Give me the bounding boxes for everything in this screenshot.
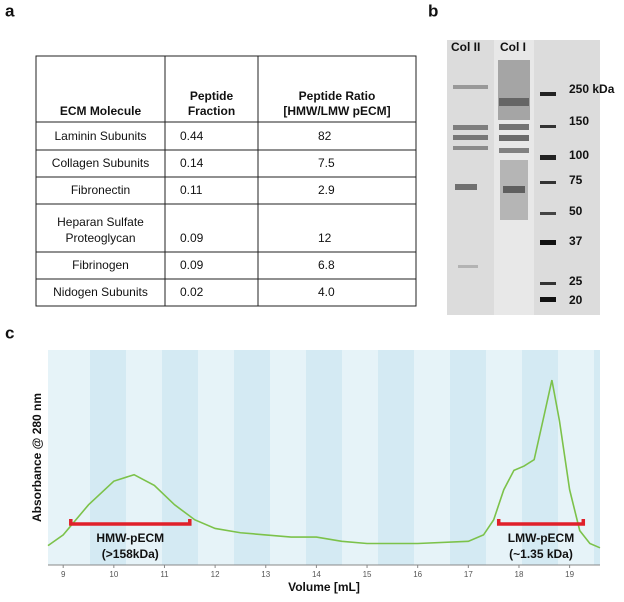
table-cell: 6.8 — [318, 258, 335, 272]
marker-label: 100 — [569, 148, 589, 162]
table-cell: 12 — [318, 231, 332, 245]
marker-label: 20 — [569, 293, 583, 307]
marker-label: 25 — [569, 274, 583, 288]
gel-lane — [494, 40, 534, 315]
panel-label: a — [5, 1, 15, 20]
panel-label: b — [428, 1, 438, 20]
table-cell: 0.02 — [180, 285, 204, 299]
plot-stripe — [522, 350, 558, 565]
plot-stripe — [594, 350, 600, 565]
marker-label: 75 — [569, 173, 583, 187]
table-cell: Nidogen Subunits — [53, 285, 148, 299]
table-cell: Fibronectin — [71, 183, 130, 197]
panel-label: c — [5, 323, 14, 342]
table-cell: Heparan Sulfate — [57, 215, 144, 229]
table-header: Fraction — [188, 104, 235, 118]
x-tick-label: 10 — [109, 570, 118, 579]
table-cell: 0.11 — [180, 183, 203, 197]
table-cell: 82 — [318, 129, 332, 143]
range-label: (>158kDa) — [102, 547, 159, 561]
plot-stripe — [234, 350, 270, 565]
marker-label: 150 — [569, 114, 589, 128]
x-tick-label: 11 — [160, 570, 169, 579]
table-cell: 0.44 — [180, 129, 204, 143]
x-tick-label: 17 — [464, 570, 473, 579]
range-label: LMW-pECM — [508, 531, 574, 545]
y-axis-label: Absorbance @ 280 nm — [30, 393, 44, 522]
table-cell: 4.0 — [318, 285, 335, 299]
table-cell: 0.09 — [180, 231, 204, 245]
plot-stripe — [450, 350, 486, 565]
plot-stripe — [162, 350, 198, 565]
plot-stripe — [378, 350, 414, 565]
plot-stripe — [306, 350, 342, 565]
table-header: [HMW/LMW pECM] — [283, 104, 390, 118]
gel-bands — [453, 60, 556, 302]
x-tick-label: 14 — [312, 570, 321, 579]
table-cell: 2.9 — [318, 183, 335, 197]
table-cell: 7.5 — [318, 156, 335, 170]
plot-stripe — [90, 350, 126, 565]
table-cell: 0.09 — [180, 258, 204, 272]
marker-label: 37 — [569, 234, 583, 248]
table-cell: Fibrinogen — [72, 258, 129, 272]
table-header: Peptide Ratio — [299, 89, 376, 103]
lane-label: Col II — [451, 40, 480, 54]
x-axis-label: Volume [mL] — [288, 580, 360, 594]
table-cell: Proteoglycan — [65, 231, 135, 245]
table-header: ECM Molecule — [60, 104, 142, 118]
table-cell: Collagen Subunits — [52, 156, 149, 170]
x-tick-label: 16 — [413, 570, 422, 579]
range-label: (~1.35 kDa) — [509, 547, 573, 561]
marker-label: 50 — [569, 204, 583, 218]
chart: 9 10 11 12 13 14 15 16 17 18 19 Volume [mL] Absorban… — [30, 350, 601, 594]
table-cell: 0.14 — [180, 156, 204, 170]
x-tick-label: 12 — [211, 570, 220, 579]
x-tick-label: 19 — [565, 570, 574, 579]
range-bracket — [69, 519, 192, 526]
x-tick-label: 18 — [515, 570, 524, 579]
marker-label: 250 kDa — [569, 82, 615, 96]
line-series — [47, 379, 601, 549]
lane-label: Col I — [500, 40, 526, 54]
range-label: HMW-pECM — [96, 531, 164, 545]
x-tick-label: 9 — [61, 570, 66, 579]
table-cell: Laminin Subunits — [54, 129, 146, 143]
x-tick-label: 13 — [261, 570, 270, 579]
table-header: Peptide — [190, 89, 234, 103]
x-tick-label: 15 — [363, 570, 372, 579]
table-border — [35, 55, 417, 307]
range-bracket — [496, 519, 586, 526]
